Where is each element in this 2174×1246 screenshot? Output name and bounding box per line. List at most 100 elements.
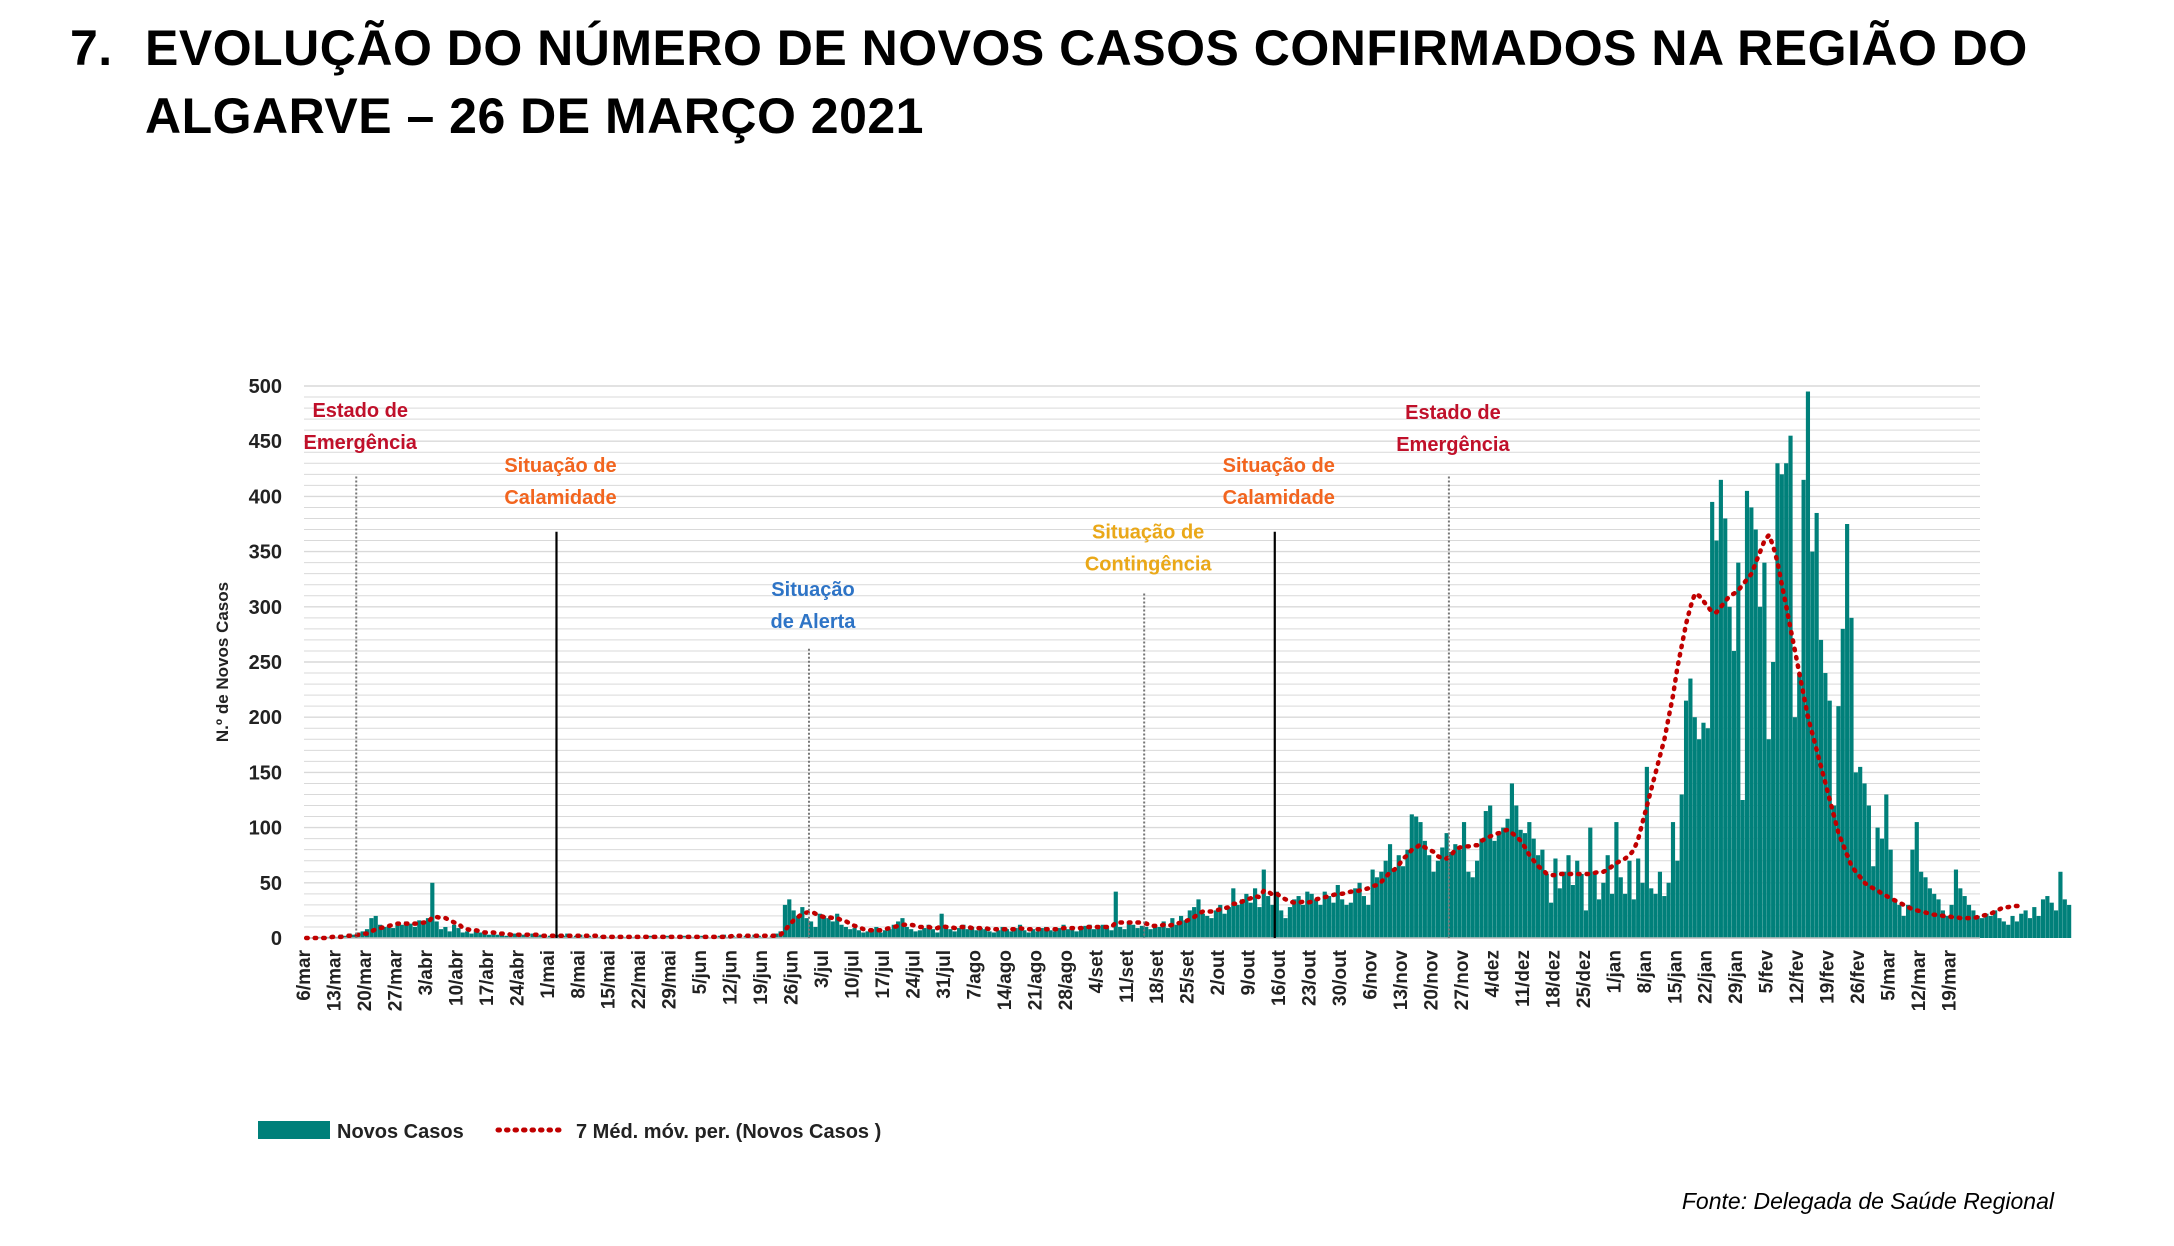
bar bbox=[1570, 885, 1575, 938]
bar bbox=[1148, 929, 1153, 938]
bar bbox=[1683, 700, 1689, 938]
bar bbox=[1514, 805, 1519, 938]
bar bbox=[478, 932, 483, 938]
bar bbox=[665, 935, 670, 938]
bar bbox=[1762, 562, 1767, 938]
bar bbox=[1331, 902, 1336, 938]
bar bbox=[373, 915, 378, 938]
bar bbox=[1396, 855, 1401, 938]
bar bbox=[1823, 673, 1828, 938]
bar bbox=[991, 932, 996, 938]
bar bbox=[1749, 507, 1754, 938]
bar bbox=[1836, 706, 1841, 938]
x-tick-label: 29/mai bbox=[660, 950, 681, 1009]
bar bbox=[1997, 918, 2002, 938]
bar bbox=[1170, 918, 1175, 938]
bar bbox=[1858, 766, 1863, 938]
bar bbox=[1958, 888, 1963, 938]
bar bbox=[1248, 902, 1253, 938]
bar bbox=[1936, 899, 1941, 938]
x-tick-label: 20/nov bbox=[1422, 950, 1443, 1011]
bar bbox=[1253, 888, 1258, 938]
bar bbox=[1313, 899, 1319, 938]
bar bbox=[1296, 896, 1301, 938]
bar bbox=[1104, 928, 1110, 938]
bar bbox=[1522, 833, 1528, 938]
x-tick-label: 5/jun bbox=[690, 950, 711, 994]
bar bbox=[1305, 891, 1310, 938]
bar bbox=[1501, 827, 1506, 938]
bar bbox=[1370, 869, 1375, 938]
bar bbox=[1984, 913, 1989, 938]
bar bbox=[1340, 899, 1345, 938]
bar bbox=[1566, 855, 1571, 938]
bar bbox=[1392, 869, 1397, 938]
bar bbox=[1549, 902, 1554, 938]
x-tick-label: 18/set bbox=[1147, 949, 1168, 1004]
bar bbox=[1531, 838, 1536, 938]
bar bbox=[343, 935, 348, 938]
y-tick-label: 0 bbox=[271, 928, 282, 950]
x-tick-label: 3/abr bbox=[416, 949, 437, 995]
x-tick-label: 15/mai bbox=[599, 950, 620, 1009]
bar bbox=[1927, 888, 1932, 938]
bar bbox=[874, 926, 879, 938]
bar bbox=[1200, 913, 1205, 938]
bar bbox=[2036, 915, 2041, 938]
annotations: Estado de Emergência Situação de Calamidade… bbox=[304, 400, 1510, 938]
bar bbox=[378, 924, 383, 938]
x-tick-label: 19/jun bbox=[751, 950, 772, 1005]
bar bbox=[2032, 907, 2037, 938]
bar bbox=[369, 918, 374, 938]
bar bbox=[1109, 930, 1114, 938]
bar bbox=[996, 930, 1001, 938]
bar bbox=[913, 931, 918, 938]
bar bbox=[1784, 463, 1789, 938]
x-tick-label: 31/jul bbox=[934, 950, 955, 999]
bar bbox=[1940, 910, 1945, 938]
bar bbox=[1540, 849, 1545, 938]
bar bbox=[2001, 921, 2006, 938]
bar bbox=[956, 928, 962, 938]
bar bbox=[1575, 860, 1580, 938]
bar bbox=[1914, 822, 1919, 938]
annotation-label: de Alerta bbox=[771, 611, 857, 633]
bar bbox=[521, 934, 526, 938]
bar bbox=[1766, 739, 1771, 938]
bar bbox=[1801, 479, 1806, 938]
bar bbox=[1557, 888, 1562, 938]
bar bbox=[878, 932, 883, 938]
bar bbox=[1609, 893, 1615, 938]
bar bbox=[917, 930, 922, 938]
bar bbox=[421, 922, 426, 938]
x-tick-label: 29/jan bbox=[1726, 950, 1747, 1004]
bar bbox=[1414, 816, 1419, 938]
y-axis: 0 50 100 150 200 250 300 350 400 450 500 N.º de Nov… bbox=[213, 376, 282, 950]
bar bbox=[1623, 893, 1628, 938]
x-tick-label: 19/fev bbox=[1818, 950, 1839, 1004]
bar bbox=[1949, 904, 1954, 938]
bar bbox=[1544, 873, 1549, 938]
bar bbox=[974, 930, 979, 938]
bar bbox=[848, 929, 853, 938]
bar bbox=[1457, 849, 1462, 938]
bar bbox=[1962, 896, 1967, 938]
bar bbox=[1688, 678, 1693, 938]
bar bbox=[386, 925, 391, 938]
bar bbox=[1757, 606, 1763, 938]
x-tick-label: 6/nov bbox=[1361, 950, 1382, 1000]
bar bbox=[1187, 910, 1192, 938]
bar bbox=[1919, 871, 1924, 938]
bar bbox=[1279, 910, 1284, 938]
bar bbox=[1257, 907, 1262, 938]
bar bbox=[2067, 904, 2072, 938]
bar bbox=[1775, 463, 1780, 938]
x-tick-label: 12/fev bbox=[1787, 950, 1808, 1004]
x-tick-label: 1/jan bbox=[1604, 950, 1625, 993]
bar bbox=[978, 928, 983, 938]
bar bbox=[1636, 858, 1641, 938]
bar bbox=[1017, 924, 1023, 938]
bar bbox=[1592, 871, 1597, 938]
bar bbox=[1044, 926, 1049, 938]
bar bbox=[1953, 869, 1959, 938]
